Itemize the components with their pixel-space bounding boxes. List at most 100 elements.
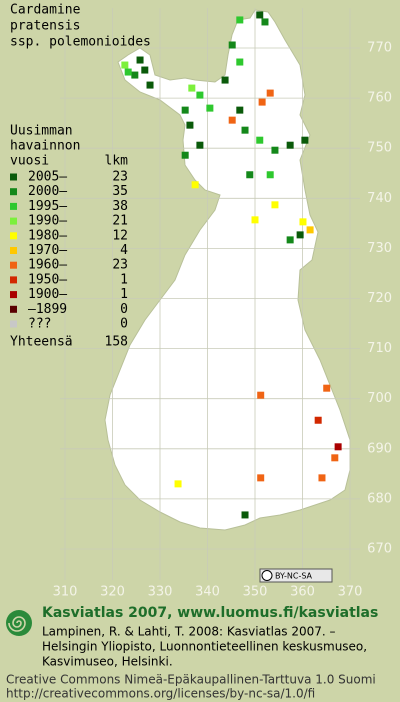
legend-count: 35 xyxy=(112,184,128,199)
marker xyxy=(314,416,322,424)
legend-swatch xyxy=(10,232,17,240)
legend-label: ??? xyxy=(28,317,51,332)
marker xyxy=(131,71,139,79)
legend-swatch xyxy=(10,291,17,299)
marker xyxy=(146,81,154,89)
citation: Helsingin Yliopisto, Luonnontieteellinen… xyxy=(42,640,367,654)
legend-swatch xyxy=(10,247,17,254)
marker xyxy=(257,391,265,399)
legend-swatch xyxy=(10,202,17,210)
marker xyxy=(318,474,326,482)
legend-count: 0 xyxy=(120,302,128,317)
marker xyxy=(251,216,259,224)
y-tick-label: 690 xyxy=(367,441,392,456)
x-tick-label: 310 xyxy=(53,585,78,600)
legend-count: 4 xyxy=(120,243,128,258)
marker xyxy=(221,76,229,84)
legend-count: 0 xyxy=(120,317,128,332)
title: ssp. polemonioides xyxy=(10,35,151,50)
marker xyxy=(196,91,204,99)
grid: 310 320 330 340 350 360 3707707607507407307207… xyxy=(53,8,392,600)
logo xyxy=(6,610,32,636)
citation: Kasvimuseo, Helsinki. xyxy=(42,655,173,669)
marker xyxy=(286,141,294,149)
y-tick-label: 770 xyxy=(367,41,392,56)
citation: Lampinen, R. & Lahti, T. 2008: Kasviatla… xyxy=(42,625,336,639)
marker xyxy=(206,104,214,112)
marker xyxy=(141,66,149,74)
y-tick-label: 750 xyxy=(367,141,392,156)
y-tick-label: 730 xyxy=(367,241,392,256)
y-tick-label: 760 xyxy=(367,91,392,106)
marker xyxy=(266,171,274,179)
legend-count-heading: lkm xyxy=(105,154,129,169)
legend-label: 1980– xyxy=(28,228,67,243)
legend-swatch xyxy=(10,261,17,269)
marker xyxy=(286,236,294,244)
marker xyxy=(257,474,265,482)
legend-heading: vuosi xyxy=(10,154,49,169)
legend-label: 1950– xyxy=(28,272,67,287)
x-tick-label: 340 xyxy=(195,585,220,600)
marker xyxy=(323,384,331,392)
marker xyxy=(306,226,314,234)
total-label: Yhteensä xyxy=(10,335,73,350)
legend-swatch xyxy=(10,305,17,313)
marker xyxy=(136,56,144,64)
marker xyxy=(181,106,189,114)
markers xyxy=(121,11,342,519)
x-tick-label: 370 xyxy=(338,585,363,600)
legend-label: 2005– xyxy=(28,170,67,185)
x-tick-label: 350 xyxy=(243,585,268,600)
marker xyxy=(174,480,182,488)
marker xyxy=(236,58,244,66)
legend-count: 12 xyxy=(112,228,128,243)
marker xyxy=(266,89,274,97)
x-tick-label: 320 xyxy=(100,585,125,600)
license: Creative Commons Nimeä-Epäkaupallinen-Ta… xyxy=(6,673,376,687)
marker xyxy=(196,141,204,149)
marker xyxy=(236,106,244,114)
marker xyxy=(181,151,189,159)
marker xyxy=(271,201,279,209)
marker xyxy=(124,68,132,76)
marker xyxy=(246,171,254,179)
legend-count: 1 xyxy=(120,287,128,302)
marker xyxy=(271,146,279,154)
title: Cardamine xyxy=(10,3,81,18)
legend-label: 1960– xyxy=(28,258,67,273)
marker xyxy=(331,454,339,462)
finland-outline xyxy=(104,9,351,531)
legend-count: 1 xyxy=(120,272,128,287)
legend-count: 23 xyxy=(112,170,128,185)
legend-label: 1995– xyxy=(28,199,67,214)
legend-swatch xyxy=(10,173,17,181)
title: pratensis xyxy=(10,19,80,34)
marker xyxy=(241,511,249,519)
legend-swatch xyxy=(10,217,17,225)
legend-count: 23 xyxy=(112,258,128,273)
marker xyxy=(188,84,196,92)
marker xyxy=(334,443,342,451)
x-tick-label: 330 xyxy=(148,585,173,600)
marker xyxy=(228,41,236,49)
marker xyxy=(121,61,129,69)
marker xyxy=(256,11,264,19)
cc-icon xyxy=(261,570,273,581)
legend-label: 1970– xyxy=(28,243,67,258)
legend-label: 2000– xyxy=(28,184,67,199)
cc-badge xyxy=(259,568,333,583)
legend-count: 21 xyxy=(112,214,128,229)
legend-heading: havainnon xyxy=(10,139,80,154)
y-tick-label: 710 xyxy=(367,341,392,356)
legend-label: –1899 xyxy=(28,302,67,317)
legend-heading: Uusimman xyxy=(10,124,73,139)
y-tick-label: 670 xyxy=(367,542,392,557)
legend-label: 1990– xyxy=(28,214,67,229)
y-tick-label: 720 xyxy=(367,291,392,306)
y-tick-label: 700 xyxy=(367,391,392,406)
marker xyxy=(301,136,309,144)
marker xyxy=(236,16,244,24)
